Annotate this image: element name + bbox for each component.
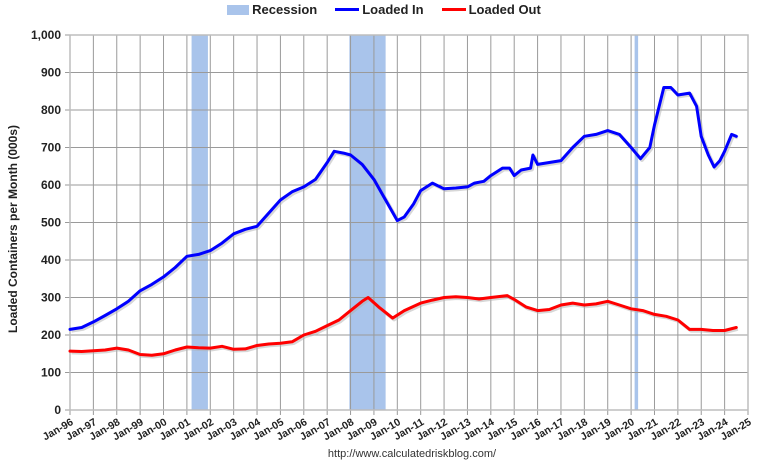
legend-loaded-out-label: Loaded Out	[468, 2, 541, 17]
y-tick-label: 500	[41, 216, 61, 230]
legend-recession: Recession	[227, 2, 317, 17]
chart-legend: Recession Loaded In Loaded Out	[0, 2, 768, 17]
legend-loaded-out: Loaded Out	[441, 2, 541, 17]
y-tick-label: 1,000	[31, 28, 61, 42]
y-tick-label: 0	[54, 403, 61, 417]
recession-swatch	[227, 4, 250, 15]
source-url: http://www.calculatedriskblog.com/	[327, 448, 497, 460]
y-tick-label: 300	[41, 291, 61, 305]
y-tick-label: 900	[41, 66, 61, 80]
loaded-in-swatch	[335, 8, 360, 11]
series-line-loaded-in	[68, 86, 738, 331]
legend-loaded-in-label: Loaded In	[362, 2, 424, 17]
plot-border	[69, 34, 749, 411]
loaded-out-swatch	[441, 8, 466, 11]
y-tick-label: 700	[41, 141, 61, 155]
y-tick-label: 400	[41, 253, 61, 267]
legend-recession-label: Recession	[252, 2, 318, 17]
y-tick-label: 100	[41, 366, 61, 380]
y-tick-label: 800	[41, 103, 61, 117]
y-axis-label: Loaded Containers per Month (000s)	[6, 124, 20, 334]
y-tick-label: 200	[41, 328, 61, 342]
series-line-loaded-out	[68, 294, 738, 357]
series-shadow	[71, 87, 739, 333]
y-tick-label: 600	[41, 178, 61, 192]
legend-loaded-in: Loaded In	[335, 2, 424, 17]
